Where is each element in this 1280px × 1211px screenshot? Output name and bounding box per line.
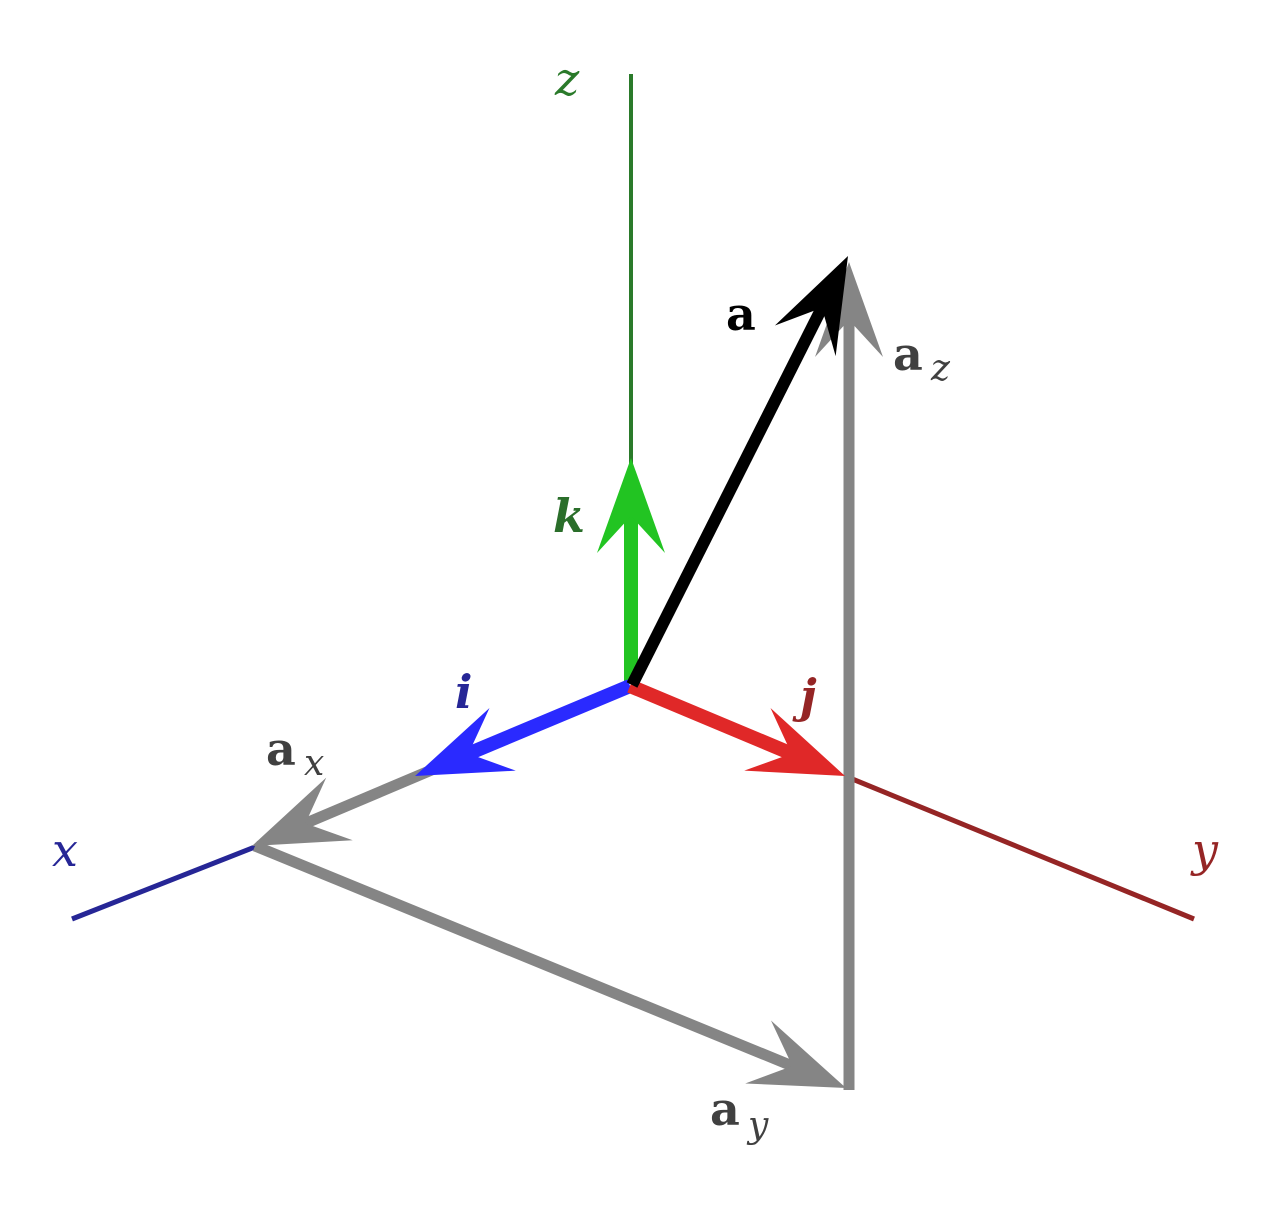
y-axis-label: y	[1190, 823, 1219, 877]
i-label: i	[455, 665, 472, 719]
a-vector-shaft	[626, 301, 830, 688]
x-axis	[71, 842, 261, 922]
ay-base: a	[710, 1082, 740, 1136]
j-label: j	[792, 669, 817, 723]
ax-vector-arrowhead	[252, 777, 353, 846]
ay-label: a y	[710, 1082, 769, 1146]
ax-label: a x	[266, 722, 324, 784]
ax-base: a	[266, 722, 296, 776]
a-label: a	[726, 287, 756, 341]
az-base: a	[893, 327, 923, 381]
az-label: a z	[893, 327, 951, 389]
j-vector-arrowhead	[744, 707, 845, 776]
y-axis	[844, 773, 1195, 922]
z-axis-label: z	[554, 52, 580, 106]
j-vector-shaft	[627, 679, 798, 762]
k-vector-arrowhead	[597, 458, 665, 553]
i-vector-arrowhead	[415, 707, 516, 776]
k-label: k	[553, 489, 585, 543]
az-sub: z	[930, 348, 951, 389]
ay-vector-shaft	[252, 840, 799, 1073]
i-vector-shaft	[462, 679, 633, 762]
x-axis-label: x	[52, 823, 78, 877]
ay-vector-arrowhead	[745, 1020, 846, 1088]
ax-sub: x	[304, 743, 324, 784]
a-vector-arrowhead	[774, 256, 848, 357]
ay-sub: y	[746, 1105, 769, 1146]
